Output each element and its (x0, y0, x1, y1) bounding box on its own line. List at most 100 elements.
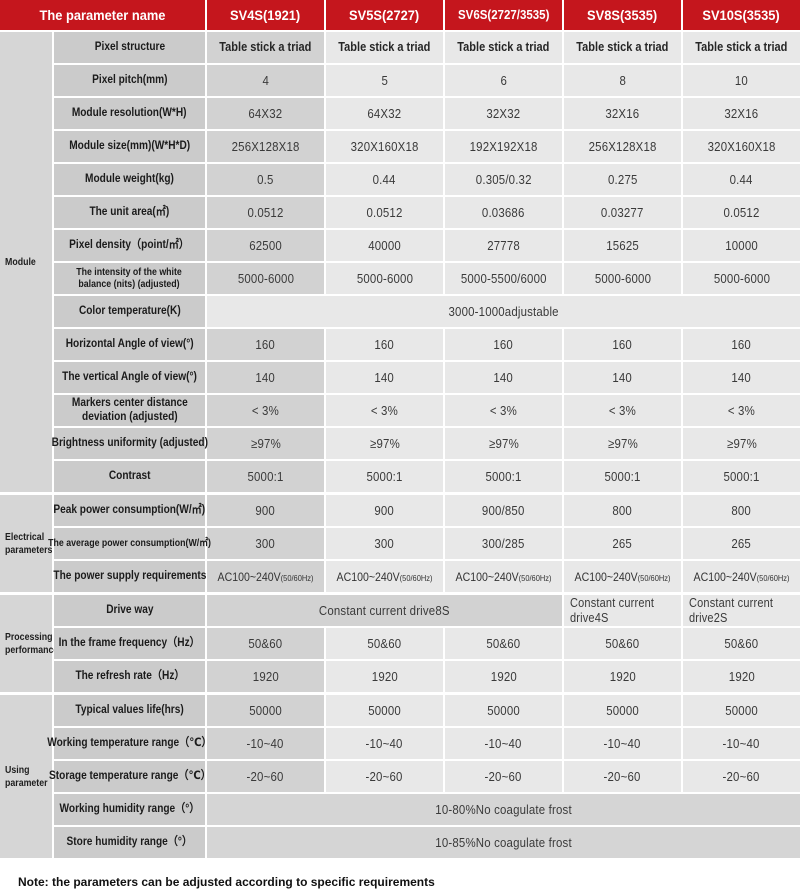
category-cell: Electrical parameters (0, 495, 52, 592)
cell-text: 5000-5500/6000 (460, 270, 547, 286)
value-cell: 320X160X18 (683, 131, 800, 162)
value-cell: 192X192X18 (445, 131, 562, 162)
param-label-text: Drive way (105, 603, 154, 616)
cell-text: 0.44 (373, 171, 396, 187)
value-cell: 300/285 (445, 528, 562, 559)
value-cell: -10~40 (683, 728, 800, 759)
cell-text: 320X160X18 (350, 138, 419, 154)
cell-text: 4 (262, 72, 269, 88)
cell-text: -10~40 (722, 735, 760, 751)
value-cell: -10~40 (445, 728, 562, 759)
cell-text: AC100~240V(50/60Hz) (456, 569, 552, 585)
cell-text: 0.275 (607, 171, 638, 187)
cell-text: 160 (255, 336, 276, 352)
cell-text: -10~40 (246, 735, 284, 751)
category-text: Module (5, 256, 36, 268)
param-label-text: Color temperature(K) (78, 304, 181, 317)
param-label: Typical values life(hrs) (54, 695, 205, 726)
value-cell: 5000-6000 (683, 263, 800, 294)
cell-text: 900 (255, 502, 276, 518)
value-cell: < 3% (564, 395, 681, 426)
cell-text: 160 (493, 336, 514, 352)
cell-text: 5000:1 (604, 468, 641, 484)
param-label-text: The refresh rate（Hz） (74, 669, 185, 682)
param-label: Drive way (54, 595, 205, 626)
value-cell: 0.305/0.32 (445, 164, 562, 195)
cell-text: 62500 (249, 237, 282, 253)
value-cell: 40000 (326, 230, 443, 261)
cell-text: 10-85%No coagulate frost (435, 834, 572, 850)
param-label: Brightness uniformity (adjusted) (51, 428, 208, 459)
param-label: Pixel pitch(mm) (54, 65, 205, 96)
value-cell: 900 (326, 495, 443, 526)
value-cell: 160 (445, 329, 562, 360)
value-cell: 5000:1 (683, 461, 800, 492)
cell-text: 50000 (725, 702, 758, 718)
param-label-text: Module resolution(W*H) (72, 106, 187, 119)
param-label-text: Markers center distance deviation (adjus… (71, 396, 188, 423)
cell-text: -20~60 (484, 768, 522, 784)
param-label: Working temperature range（℃） (47, 728, 212, 759)
param-label-text: Module weight(kg) (85, 172, 174, 185)
value-cell: ≥97% (326, 428, 443, 459)
value-cell: 0.03686 (445, 197, 562, 228)
value-cell: 0.0512 (683, 197, 800, 228)
cell-text: 265 (612, 535, 633, 551)
cell-text: Table stick a triad (338, 40, 431, 54)
cell-text: Constant current drive2S (689, 595, 774, 625)
cell-text: < 3% (727, 402, 756, 418)
cell-text: 300/285 (482, 535, 525, 551)
cell-text: 50&60 (486, 635, 521, 651)
cell-text: 1920 (371, 668, 398, 684)
cell-text: -20~60 (365, 768, 403, 784)
param-label: The power supply requirements (53, 561, 206, 592)
value-cell: 32X16 (564, 98, 681, 129)
cell-text: 3000-1000adjustable (448, 303, 559, 319)
cell-text: 50&60 (605, 635, 640, 651)
value-cell: 800 (683, 495, 800, 526)
cell-text: Table stick a triad (219, 40, 312, 54)
cell-text: -20~60 (246, 768, 284, 784)
value-cell: 10 (683, 65, 800, 96)
param-label: Working humidity range（°） (54, 794, 205, 825)
value-cell: 50000 (326, 695, 443, 726)
value-cell: AC100~240V(50/60Hz) (326, 561, 443, 592)
cell-text: ≥97% (250, 435, 281, 451)
cell-text: 8 (619, 72, 626, 88)
value-cell: 1920 (445, 661, 562, 692)
value-cell: 0.03277 (564, 197, 681, 228)
cell-text: 40000 (368, 237, 401, 253)
model-name-text: SV8S(3535) (587, 6, 658, 23)
model-name-text: SV5S(2727) (349, 6, 420, 23)
value-cell: 300 (207, 528, 324, 559)
value-cell: 140 (683, 362, 800, 393)
param-label: The refresh rate（Hz） (54, 661, 205, 692)
cell-text: ≥97% (607, 435, 638, 451)
cell-text: 160 (731, 336, 752, 352)
parameter-name-header: The parameter name (0, 0, 205, 30)
cell-text: AC100~240V(50/60Hz) (694, 569, 790, 585)
value-cell: 900/850 (445, 495, 562, 526)
value-cell: 8 (564, 65, 681, 96)
category-cell: Processing performance (0, 595, 58, 692)
param-label-text: Pixel pitch(mm) (91, 73, 168, 86)
value-cell: 5000-5500/6000 (445, 263, 562, 294)
param-label: Storage temperature range（℃） (49, 761, 210, 792)
cell-text: 140 (255, 369, 276, 385)
param-label: Module size(mm)(W*H*D) (54, 131, 205, 162)
value-cell: 62500 (207, 230, 324, 261)
cell-text: 0.305/0.32 (475, 171, 532, 187)
value-cell: 5000:1 (207, 461, 324, 492)
voltage-text: AC100~240V (455, 569, 519, 584)
parameter-group: Module Pixel structure Table stick a triad… (0, 32, 800, 492)
value-cell: 1920 (326, 661, 443, 692)
param-label: Module weight(kg) (54, 164, 205, 195)
merged-value-cell: 10-80%No coagulate frost (207, 794, 800, 825)
cell-text: 50&60 (724, 635, 759, 651)
value-cell: 5000-6000 (326, 263, 443, 294)
value-cell: 800 (564, 495, 681, 526)
value-cell: 32X16 (683, 98, 800, 129)
cell-text: 10-80%No coagulate frost (435, 801, 572, 817)
frequency-text: (50/60Hz) (399, 572, 433, 583)
value-cell: AC100~240V(50/60Hz) (445, 561, 562, 592)
